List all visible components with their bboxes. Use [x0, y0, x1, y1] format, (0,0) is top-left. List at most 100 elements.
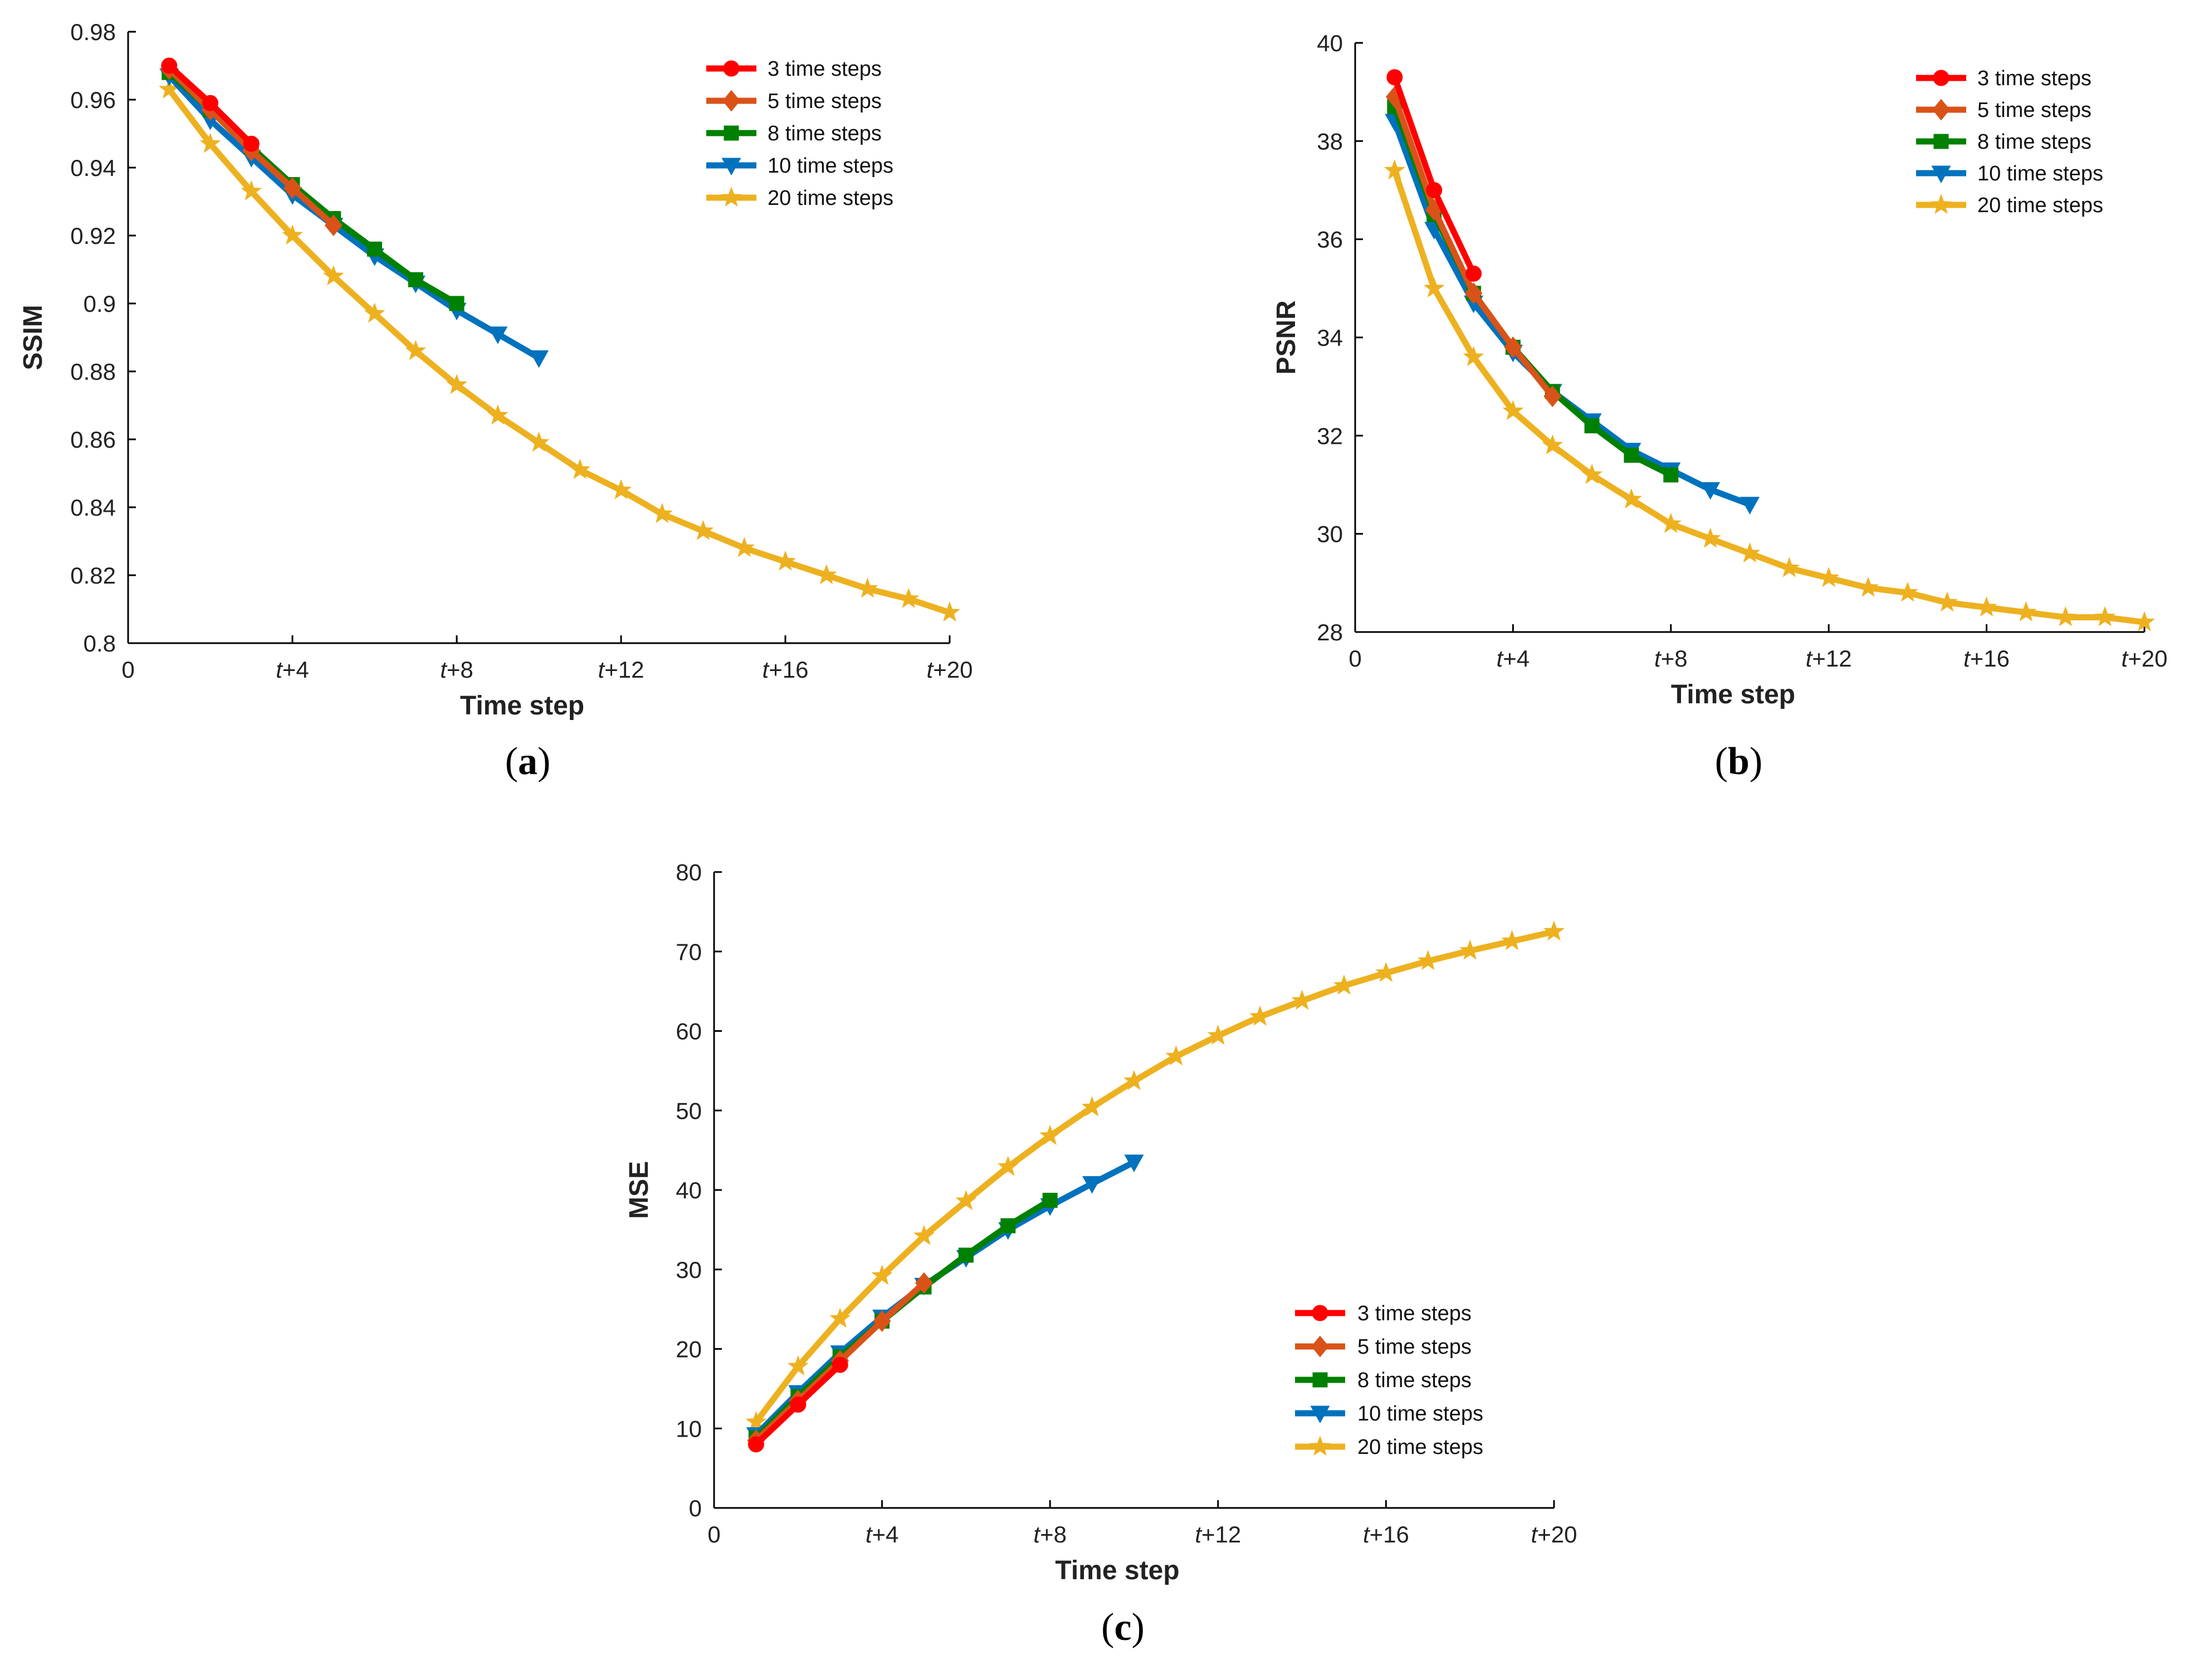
- data-point: [1375, 962, 1397, 982]
- data-point: [2094, 606, 2116, 626]
- series-line: [752, 928, 1557, 1426]
- y-tick-label: 34: [1317, 325, 1343, 351]
- x-tick-label: t+12: [1195, 1521, 1241, 1547]
- series-line: [1391, 167, 2148, 625]
- data-point: [1936, 591, 1958, 612]
- series-20-time-steps: [745, 920, 1565, 1431]
- x-tick-label: t+16: [1363, 1521, 1409, 1547]
- data-point: [2055, 606, 2076, 626]
- x-tick-label: 0: [121, 657, 134, 683]
- x-tick-label: t+20: [1531, 1521, 1577, 1547]
- series-10-time-steps: [1385, 114, 1760, 515]
- x-tick-label: t+12: [1806, 645, 1852, 672]
- series-line: [1391, 74, 1477, 277]
- legend-marker: [722, 90, 740, 112]
- legend-label: 5 time steps: [768, 90, 882, 113]
- chart-panel-c: 0 10 20 30 40 50 60 70 80 0 t+4 t+8 t+12 t+16 t+20 Time…: [624, 859, 1577, 1649]
- x-tick-label: t+4: [866, 1521, 899, 1547]
- data-point: [913, 1225, 935, 1245]
- data-point: [202, 95, 218, 111]
- data-point: [857, 577, 878, 598]
- legend-label: 3 time steps: [1977, 67, 2092, 90]
- panel-label: (b): [1715, 740, 1763, 783]
- legend-label: 10 time steps: [1357, 1402, 1483, 1426]
- x-tick-label: t+8: [440, 657, 473, 683]
- data-point: [1624, 448, 1639, 463]
- data-point: [487, 404, 509, 425]
- x-tick-label: t+16: [763, 657, 809, 683]
- data-point: [2015, 601, 2037, 621]
- y-tick-label: 0: [689, 1495, 702, 1521]
- data-point: [446, 374, 467, 394]
- data-point: [610, 479, 632, 499]
- data-point: [161, 57, 178, 74]
- legend-marker: [1933, 134, 1949, 149]
- legend-label: 20 time steps: [1357, 1436, 1483, 1459]
- legend-marker: [1931, 194, 1952, 214]
- data-point: [1463, 346, 1484, 366]
- data-point: [322, 265, 344, 286]
- series-3-time-steps: [161, 57, 260, 152]
- legend-label: 5 time steps: [1357, 1335, 1472, 1359]
- legend-marker: [723, 60, 740, 77]
- series-20-time-steps: [1384, 159, 2155, 631]
- data-point: [1818, 567, 1840, 587]
- data-point: [815, 564, 837, 585]
- data-point: [1701, 482, 1721, 500]
- legend-marker: [721, 187, 742, 207]
- chart-panel-b: 28 30 32 34 36 38 40 0 t+4 t+8 t+12 t+16 t+20 Time st…: [1272, 30, 2167, 783]
- y-tick-label: 10: [676, 1415, 702, 1442]
- y-tick-label: 0.86: [70, 427, 116, 453]
- data-point: [1976, 596, 1997, 617]
- data-point: [873, 1310, 891, 1332]
- y-tick-label: 0.88: [70, 359, 116, 385]
- y-tick-label: 0.84: [70, 494, 116, 521]
- data-point: [1543, 385, 1562, 408]
- legend-marker: [1310, 1405, 1330, 1424]
- x-tick-label: t+8: [1654, 645, 1688, 672]
- y-tick-label: 20: [676, 1336, 702, 1363]
- y-tick-label: 40: [1317, 30, 1343, 56]
- data-point: [871, 1265, 893, 1285]
- legend: 3 time steps 5 time steps 8 time steps 10 t…: [1295, 1302, 1483, 1459]
- series-3-time-steps: [747, 1356, 848, 1453]
- legend-label: 8 time steps: [768, 122, 882, 145]
- data-point: [1207, 1025, 1229, 1045]
- data-point: [199, 133, 221, 153]
- data-point: [1459, 939, 1481, 960]
- y-tick-label: 70: [676, 939, 702, 965]
- data-point: [1165, 1045, 1187, 1066]
- series-3-time-steps: [1386, 69, 1482, 282]
- data-point: [1082, 1176, 1102, 1194]
- data-point: [1039, 1124, 1061, 1145]
- data-point: [1000, 1218, 1016, 1233]
- legend-label: 20 time steps: [768, 187, 893, 210]
- x-tick-label: t+12: [598, 657, 644, 683]
- data-point: [1384, 159, 1405, 180]
- x-tick-label: 0: [707, 1521, 720, 1547]
- data-point: [1291, 990, 1313, 1010]
- data-point: [1858, 576, 1879, 597]
- data-point: [1699, 527, 1721, 548]
- data-point: [241, 180, 262, 200]
- x-tick-label: t+8: [1033, 1521, 1067, 1547]
- data-point: [364, 302, 385, 323]
- legend-marker: [1932, 99, 1950, 121]
- data-point: [1386, 69, 1403, 86]
- legend-marker: [1309, 1436, 1331, 1456]
- data-point: [529, 350, 549, 368]
- y-tick-label: 30: [1317, 521, 1343, 547]
- data-point: [1621, 488, 1642, 509]
- data-point: [449, 296, 465, 311]
- data-point: [1584, 418, 1600, 434]
- legend-marker: [1312, 1305, 1328, 1321]
- y-tick-label: 0.9: [84, 291, 116, 317]
- legend: 3 time steps 5 time steps 8 time steps 10 t…: [1916, 67, 2103, 217]
- data-point: [282, 224, 303, 245]
- data-point: [1081, 1096, 1103, 1116]
- data-point: [367, 241, 382, 257]
- data-point: [829, 1307, 851, 1328]
- data-point: [1504, 336, 1522, 358]
- y-tick-label: 0.8: [84, 630, 116, 657]
